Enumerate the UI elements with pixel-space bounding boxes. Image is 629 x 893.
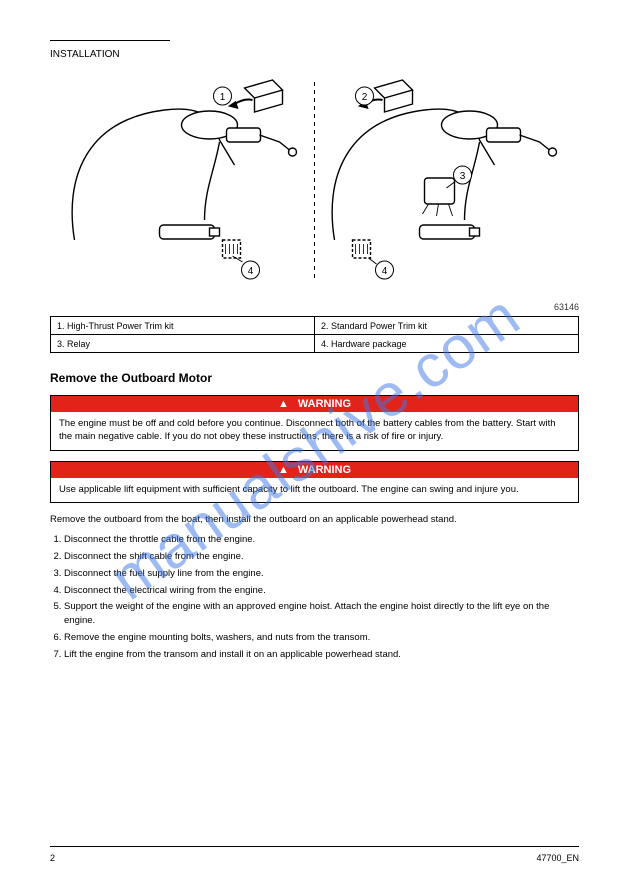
legend-table: 1. High-Thrust Power Trim kit 2. Standar… — [50, 316, 579, 353]
footer: 2 47700_EN — [50, 853, 579, 863]
warning-box: ▲ WARNING Use applicable lift equipment … — [50, 461, 579, 504]
page-number: 2 — [50, 853, 55, 863]
header-rule — [50, 40, 170, 41]
list-item: Disconnect the shift cable from the engi… — [64, 550, 579, 564]
intro-paragraph: Remove the outboard from the boat, then … — [50, 513, 579, 527]
table-row: 3. Relay 4. Hardware package — [51, 335, 579, 353]
warning-body: Use applicable lift equipment with suffi… — [51, 478, 578, 503]
warning-header: ▲ WARNING — [51, 396, 578, 412]
doc-ref: 47700_EN — [536, 853, 579, 863]
callout-4a: 4 — [248, 266, 254, 277]
list-item: Support the weight of the engine with an… — [64, 600, 579, 628]
legend-cell: 1. High-Thrust Power Trim kit — [51, 317, 315, 335]
list-item: Remove the engine mounting bolts, washer… — [64, 631, 579, 645]
list-item: Disconnect the throttle cable from the e… — [64, 533, 579, 547]
warning-box: ▲ WARNING The engine must be off and col… — [50, 395, 579, 451]
list-item: Lift the engine from the transom and ins… — [64, 648, 579, 662]
callout-1: 1 — [220, 92, 226, 103]
warning-icon: ▲ — [278, 398, 289, 410]
header-label: INSTALLATION — [50, 49, 579, 60]
legend-cell: 2. Standard Power Trim kit — [315, 317, 579, 335]
list-item: Disconnect the electrical wiring from th… — [64, 584, 579, 598]
section-title: Remove the Outboard Motor — [50, 371, 579, 385]
warning-icon: ▲ — [278, 464, 289, 476]
warning-body: The engine must be off and cold before y… — [51, 412, 578, 450]
callout-3: 3 — [460, 171, 466, 182]
figure-ref: 63146 — [50, 302, 579, 312]
steps-list: Disconnect the throttle cable from the e… — [50, 533, 579, 661]
footer-rule — [50, 846, 579, 847]
table-row: 1. High-Thrust Power Trim kit 2. Standar… — [51, 317, 579, 335]
product-diagram: 1 4 2 3 4 — [50, 70, 579, 300]
legend-cell: 3. Relay — [51, 335, 315, 353]
warning-label: WARNING — [298, 464, 351, 476]
callout-2: 2 — [362, 92, 368, 103]
warning-header: ▲ WARNING — [51, 462, 578, 478]
legend-cell: 4. Hardware package — [315, 335, 579, 353]
warning-label: WARNING — [298, 398, 351, 410]
callout-4b: 4 — [382, 266, 388, 277]
list-item: Disconnect the fuel supply line from the… — [64, 567, 579, 581]
